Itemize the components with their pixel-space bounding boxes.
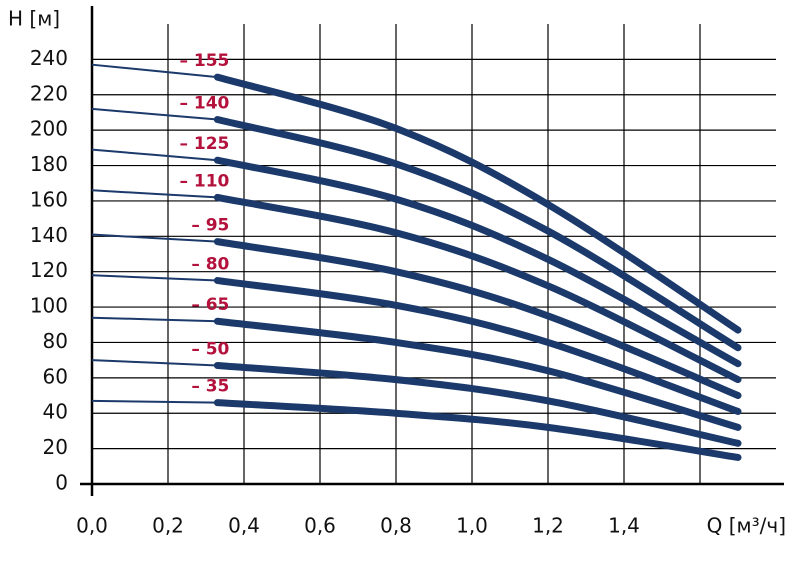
- curve-thin: [91, 399, 218, 404]
- curve-thin: [91, 274, 218, 282]
- x-tick-label: 0,4: [228, 514, 260, 538]
- y-tick-label: 140: [30, 223, 68, 247]
- x-tick-label: 1,2: [532, 514, 564, 538]
- y-tick-label: 180: [30, 152, 68, 176]
- x-axis-label: Q [м³/ч]: [707, 514, 786, 538]
- y-axis-label: H [м]: [8, 7, 60, 31]
- curve-label: – 155: [179, 51, 229, 71]
- x-tick-label: 0,8: [380, 514, 412, 538]
- curve: [213, 277, 742, 415]
- curve-thin: [91, 359, 218, 367]
- curve: [213, 116, 742, 352]
- curve-thin: [91, 148, 218, 162]
- y-tick-label: 60: [43, 364, 68, 388]
- curve: [213, 156, 742, 368]
- curve: [213, 73, 742, 334]
- x-tick-label: 0,0: [76, 514, 108, 538]
- curve-label: – 140: [179, 94, 229, 114]
- y-tick-label: 200: [30, 117, 68, 141]
- curve-label: – 50: [191, 339, 229, 359]
- y-tick-label: 160: [30, 187, 68, 211]
- y-tick-label: 80: [43, 329, 68, 353]
- curve-label: – 80: [191, 255, 229, 275]
- curve-label: – 110: [179, 171, 229, 191]
- curve-thin: [91, 189, 218, 199]
- y-tick-label: 220: [30, 81, 68, 105]
- curve-label: – 65: [191, 295, 229, 315]
- curve-thin: [91, 63, 218, 79]
- curve-label: – 95: [191, 216, 229, 236]
- curve: [213, 317, 742, 431]
- x-tick-label: 0,2: [152, 514, 184, 538]
- x-tick-label: 1,0: [456, 514, 488, 538]
- curve: [213, 193, 742, 384]
- x-tick-label: 1,4: [608, 514, 640, 538]
- y-tick-label: 0: [55, 471, 68, 495]
- y-tick-label: 120: [30, 258, 68, 282]
- curve: [213, 238, 742, 400]
- y-tick-label: 100: [30, 294, 68, 318]
- curve-label: – 35: [191, 377, 229, 397]
- x-tick-label: 0,6: [304, 514, 336, 538]
- y-tick-label: 20: [43, 435, 68, 459]
- curve-thin: [91, 316, 218, 323]
- y-tick-label: 40: [43, 400, 68, 424]
- curve: [213, 361, 742, 447]
- curve-label: – 125: [179, 134, 229, 154]
- y-tick-label: 240: [30, 46, 68, 70]
- curve-thin: [91, 107, 218, 121]
- curve-thin: [91, 233, 218, 243]
- curve: [213, 399, 742, 461]
